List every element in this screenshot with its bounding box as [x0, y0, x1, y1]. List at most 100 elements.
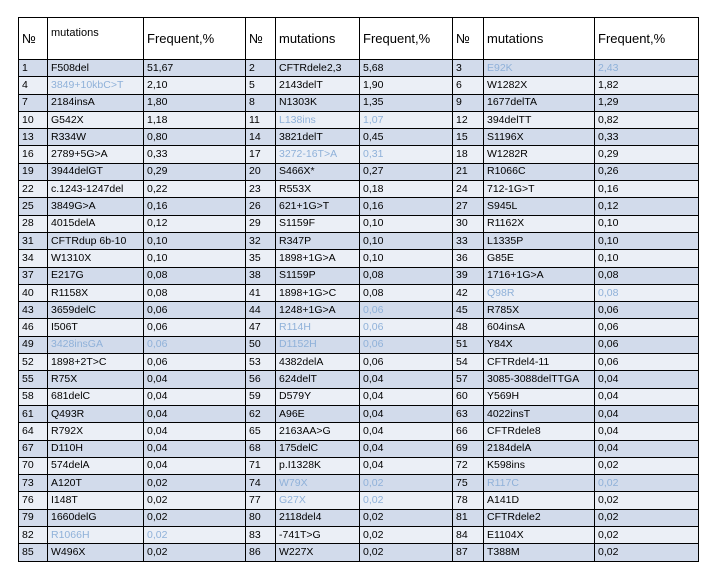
- number-cell: 69: [452, 439, 484, 458]
- mutation-cell: R1162X: [483, 214, 595, 233]
- number-cell: 64: [18, 422, 48, 441]
- frequency-cell: 0,10: [594, 231, 699, 251]
- mutation-cell: R792X: [47, 422, 144, 441]
- number-cell: 47: [245, 318, 276, 337]
- number-cell: 6: [452, 76, 484, 95]
- frequency-cell: 0,80: [143, 128, 246, 147]
- frequency-cell: 1,29: [594, 93, 699, 112]
- column-header-mutation: mutations: [483, 17, 595, 60]
- number-cell: 34: [18, 249, 48, 268]
- mutation-cell: R334W: [47, 128, 144, 147]
- frequency-cell: 0,16: [143, 197, 246, 216]
- number-cell: 66: [452, 422, 484, 441]
- number-cell: 16: [18, 145, 48, 164]
- mutation-cell: Q493R: [47, 404, 144, 424]
- mutation-cell: 1716+1G>A: [483, 266, 595, 285]
- table-row: 76 I148T 0,02 77 G27X 0,02 78 A141D 0,02: [18, 491, 699, 510]
- frequency-cell: 0,02: [143, 508, 246, 528]
- frequency-cell: 0,06: [594, 301, 699, 320]
- frequency-cell: 1,07: [359, 110, 453, 130]
- mutation-cell: A141D: [483, 491, 595, 510]
- column-header-frequency: Frequent,%: [359, 17, 453, 60]
- frequency-cell: 0,08: [143, 266, 246, 285]
- number-cell: 50: [245, 335, 276, 355]
- table-row: 4 3849+10kbC>T 2,10 5 2143delT 1,90 6 W1282X 1,8…: [18, 76, 699, 95]
- number-cell: 54: [452, 353, 484, 372]
- frequency-cell: 0,06: [143, 301, 246, 320]
- mutation-cell: L138ins: [275, 110, 360, 130]
- number-cell: 55: [18, 370, 48, 389]
- frequency-cell: 0,02: [143, 491, 246, 510]
- table-row: 7 2184insA 1,80 8 N1303K 1,35 9 1677delTA 1,29: [18, 93, 699, 112]
- number-cell: 65: [245, 422, 276, 441]
- number-cell: 27: [452, 197, 484, 216]
- table-row: 70 574delA 0,04 71 p.I1328K 0,04 72 K598ins 0,02: [18, 456, 699, 476]
- table-row: 25 3849G>A 0,16 26 621+1G>T 0,16 27 S945L 0,12: [18, 197, 699, 216]
- mutation-cell: 621+1G>T: [275, 197, 360, 216]
- frequency-cell: 0,10: [359, 214, 453, 233]
- number-cell: 51: [452, 335, 484, 355]
- mutation-cell: R553X: [275, 180, 360, 199]
- number-cell: 77: [245, 491, 276, 510]
- mutation-cell: 3849+10kbC>T: [47, 76, 144, 95]
- table-row: 13 R334W 0,80 14 3821delT 0,45 15 S1196X 0,33: [18, 128, 699, 147]
- mutation-cell: I506T: [47, 318, 144, 337]
- mutation-cell: 394delTT: [483, 110, 595, 130]
- number-cell: 11: [245, 110, 276, 130]
- frequency-cell: 0,02: [359, 543, 453, 562]
- frequency-cell: 0,82: [594, 110, 699, 130]
- frequency-cell: 0,06: [359, 301, 453, 320]
- mutation-frequency-table: № mutations Frequent,% № mutations Frequent,%…: [18, 17, 699, 562]
- frequency-cell: 0,02: [594, 508, 699, 528]
- column-header-number: №: [18, 17, 48, 60]
- mutation-cell: R347P: [275, 231, 360, 251]
- frequency-cell: 0,04: [143, 387, 246, 406]
- mutation-cell: CFTRdel4-11: [483, 353, 595, 372]
- table-row: 19 3944delGT 0,29 20 S466X* 0,27 21 R1066C 0,26: [18, 162, 699, 182]
- table-row: 1 F508del 51,67 2 CFTRdele2,3 5,68 3 E92K 2,43: [18, 58, 699, 78]
- column-header-number: №: [245, 17, 276, 60]
- frequency-cell: 0,33: [594, 128, 699, 147]
- mutation-cell: Y84X: [483, 335, 595, 355]
- number-cell: 15: [452, 128, 484, 147]
- mutation-cell: 3821delT: [275, 128, 360, 147]
- frequency-cell: 0,06: [359, 318, 453, 337]
- number-cell: 67: [18, 439, 48, 458]
- mutation-cell: F508del: [47, 58, 144, 78]
- mutation-cell: 2118del4: [275, 508, 360, 528]
- number-cell: 79: [18, 508, 48, 528]
- frequency-cell: 0,10: [143, 249, 246, 268]
- mutation-cell: 1898+2T>C: [47, 353, 144, 372]
- mutation-cell: W227X: [275, 543, 360, 562]
- number-cell: 49: [18, 335, 48, 355]
- mutation-cell: D579Y: [275, 387, 360, 406]
- number-cell: 78: [452, 491, 484, 510]
- frequency-cell: 0,18: [359, 180, 453, 199]
- frequency-cell: 0,29: [143, 162, 246, 182]
- mutation-cell: G542X: [47, 110, 144, 130]
- mutation-cell: E1104X: [483, 526, 595, 545]
- number-cell: 32: [245, 231, 276, 251]
- number-cell: 72: [452, 456, 484, 476]
- number-cell: 21: [452, 162, 484, 182]
- number-cell: 80: [245, 508, 276, 528]
- mutation-cell: R1158X: [47, 283, 144, 303]
- table-row: 31 CFTRdup 6b-10 0,10 32 R347P 0,10 33 L1335P 0,…: [18, 231, 699, 251]
- mutation-cell: CFTRdele8: [483, 422, 595, 441]
- mutation-cell: 1248+1G>A: [275, 301, 360, 320]
- mutation-cell: p.I1328K: [275, 456, 360, 476]
- number-cell: 14: [245, 128, 276, 147]
- mutation-cell: S1159F: [275, 214, 360, 233]
- frequency-cell: 0,04: [594, 439, 699, 458]
- number-cell: 48: [452, 318, 484, 337]
- frequency-cell: 0,12: [143, 214, 246, 233]
- number-cell: 57: [452, 370, 484, 389]
- number-cell: 3: [452, 58, 484, 78]
- table-row: 67 D110H 0,04 68 175delC 0,04 69 2184delA 0,04: [18, 439, 699, 458]
- mutation-cell: 3428insGA: [47, 335, 144, 355]
- mutation-cell: A96E: [275, 404, 360, 424]
- number-cell: 73: [18, 474, 48, 493]
- frequency-cell: 0,04: [143, 370, 246, 389]
- frequency-cell: 0,04: [359, 456, 453, 476]
- mutation-cell: 4022insT: [483, 404, 595, 424]
